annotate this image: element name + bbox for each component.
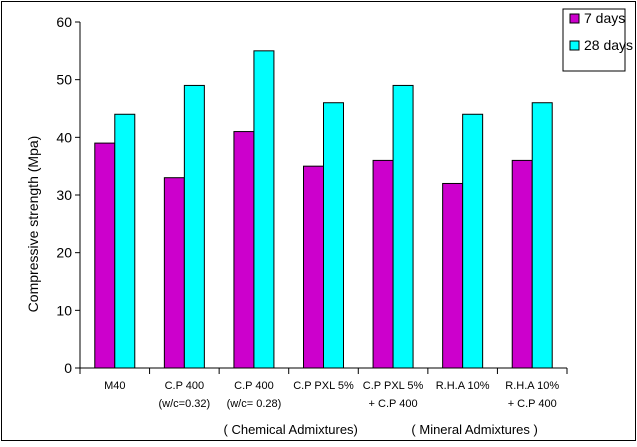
legend-label-1: 28 days xyxy=(584,37,633,53)
x-category-label: + C.P 400 xyxy=(508,398,557,410)
bar-7-days-5 xyxy=(442,182,464,369)
x-category-label: R.H.A 10% xyxy=(436,380,490,392)
y-tick-label: 0 xyxy=(64,360,72,376)
bar-7-days-3 xyxy=(303,165,324,369)
bar-28-days-4 xyxy=(392,84,414,369)
legend: 7 days 28 days xyxy=(562,8,633,72)
y-axis-title: Compressive strength (Mpa) xyxy=(25,136,41,313)
x-category-label: (w/c=0.32) xyxy=(159,398,211,410)
bar-7-days-0 xyxy=(94,142,116,369)
bar-28-days-6 xyxy=(531,102,553,369)
bar-28-days-1 xyxy=(183,84,205,369)
y-tick-label: 20 xyxy=(56,245,72,261)
x-category-label: C.P PXL 5% xyxy=(363,380,424,392)
legend-swatch-1 xyxy=(569,40,580,51)
x-category-label: (w/c= 0.28) xyxy=(227,398,282,410)
bar-7-days-4 xyxy=(372,159,394,369)
y-tick-label: 50 xyxy=(56,72,72,88)
x-category-label: C.P PXL 5% xyxy=(293,380,354,392)
x-category-label: C.P 400 xyxy=(234,380,274,392)
x-group-label: ( Chemical Admixtures) xyxy=(224,422,358,437)
bar-28-days-2 xyxy=(253,50,275,369)
x-axis: M40 C.P 400 (w/c=0.32) C.P 400 (w/c= 0.28) C.… xyxy=(79,367,568,437)
y-axis: 0 10 20 30 40 50 60 xyxy=(56,14,81,376)
bar-28-days-0 xyxy=(114,113,136,369)
y-tick-label: 10 xyxy=(56,302,72,318)
bar-7-days-1 xyxy=(163,177,185,369)
y-tick-label: 40 xyxy=(56,129,72,145)
legend-label-0: 7 days xyxy=(584,10,625,26)
bar-28-days-5 xyxy=(462,113,484,369)
bar-28-days-3 xyxy=(323,102,344,369)
legend-swatch-0 xyxy=(569,13,580,24)
bar-7-days-2 xyxy=(233,131,255,369)
y-tick-label: 30 xyxy=(56,187,72,203)
bar-7-days-6 xyxy=(511,159,533,369)
x-group-label: ( Mineral Admixtures ) xyxy=(411,422,537,437)
x-category-label: C.P 400 xyxy=(165,380,205,392)
bars xyxy=(94,50,553,369)
x-category-label: M40 xyxy=(104,380,125,392)
y-tick-label: 60 xyxy=(56,14,72,30)
x-category-label: + C.P 400 xyxy=(369,398,418,410)
x-category-label: R.H.A 10% xyxy=(505,380,559,392)
